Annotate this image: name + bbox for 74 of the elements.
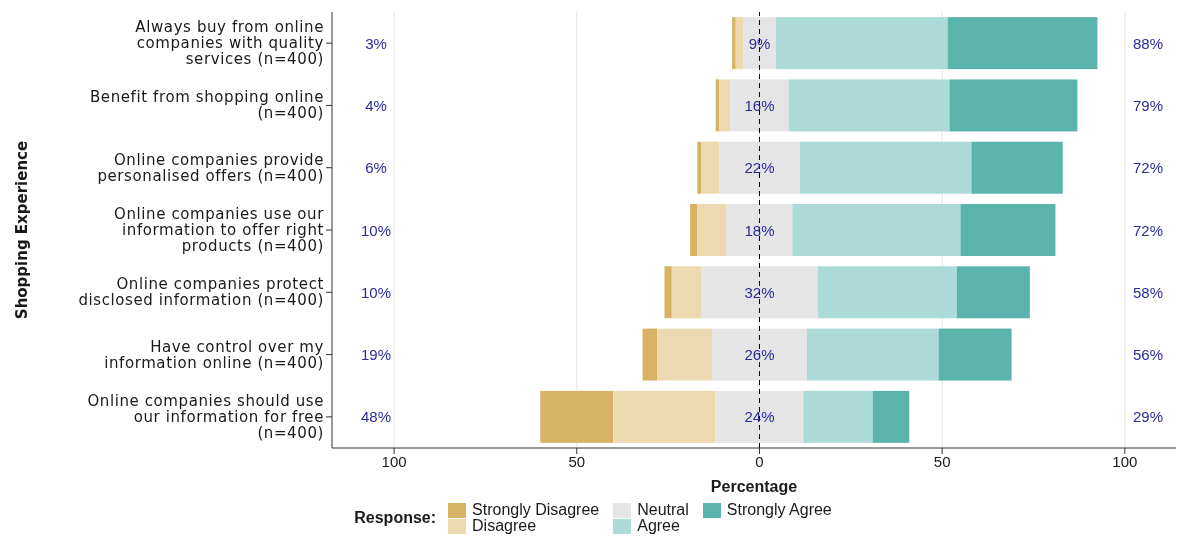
data-label: 24%: [744, 408, 775, 426]
bar: [788, 79, 950, 132]
bar: [947, 17, 1098, 70]
data-label: 22%: [744, 159, 775, 177]
bar: [540, 390, 614, 443]
y-tick-label: Have control over my information online (n=400): [104, 337, 324, 372]
bar: [949, 79, 1078, 132]
y-tick-label: Benefit from shopping online (n=400): [89, 88, 324, 123]
bar: [730, 79, 789, 132]
annotation: 6%: [365, 159, 387, 177]
legend-label: Strongly Disagree: [472, 501, 600, 518]
y-tick-label: Online companies provide personalised offers (n=400): [97, 150, 324, 185]
legend-label: Disagree: [472, 517, 537, 534]
legend-label: Strongly Agree: [726, 501, 832, 518]
bar: [711, 328, 807, 381]
bar: [806, 328, 939, 381]
bar: [735, 17, 744, 70]
annotation: 56%: [1132, 346, 1164, 364]
bar: [792, 204, 961, 256]
annotation: 10%: [360, 283, 392, 301]
y-tick-label: Online companies should use our information for free (n=400): [87, 391, 324, 442]
bar: [817, 266, 957, 319]
x-axis-title: Percentage: [710, 478, 798, 495]
x-tick-label: 0: [755, 452, 764, 470]
data-label: 26%: [744, 346, 775, 364]
bar: [697, 204, 727, 256]
bar: [719, 141, 800, 194]
legend-title: Response:: [354, 509, 437, 527]
annotation: 88%: [1132, 34, 1164, 52]
bar: [697, 141, 702, 194]
bar: [715, 390, 804, 443]
bar: [803, 390, 873, 443]
bar: [726, 204, 793, 256]
annotation: 72%: [1132, 221, 1164, 239]
data-label: 16%: [744, 96, 775, 114]
annotation: 48%: [360, 408, 392, 426]
annotation: 79%: [1132, 96, 1164, 114]
bar: [799, 141, 972, 194]
x-tick-label: 100: [1112, 452, 1138, 470]
bar: [775, 17, 948, 70]
annotation: 4%: [365, 96, 387, 114]
x-tick-label: 100: [381, 452, 407, 470]
bar: [971, 141, 1063, 194]
bar: [701, 266, 818, 319]
annotation: 19%: [360, 346, 392, 364]
annotation: 29%: [1132, 408, 1164, 426]
legend-label: Neutral: [637, 501, 689, 518]
y-tick-label: Online companies use our information to offer right products (n=400): [114, 205, 325, 255]
bar: [732, 17, 736, 70]
x-tick-label: 50: [568, 452, 586, 470]
bar: [872, 390, 910, 443]
bar: [642, 328, 658, 381]
annotation: 3%: [365, 34, 387, 52]
data-label: 9%: [748, 34, 771, 52]
legend-label: Agree: [637, 517, 680, 534]
data-label: 18%: [744, 221, 775, 239]
y-axis-title: Shopping Experience: [13, 140, 32, 320]
annotation: 58%: [1132, 283, 1164, 301]
bar: [938, 328, 1012, 381]
bar: [690, 204, 698, 256]
annotation: 72%: [1132, 159, 1164, 177]
data-label: 32%: [744, 283, 775, 301]
bar: [671, 266, 702, 319]
y-tick-label: Always buy from online companies with quality services (n=400): [135, 18, 324, 69]
bar: [664, 266, 672, 319]
bar: [701, 141, 720, 194]
bar: [956, 266, 1030, 319]
annotation: 10%: [360, 221, 392, 239]
bar: [719, 79, 731, 132]
bar: [657, 328, 712, 381]
bar: [960, 204, 1056, 256]
y-tick-label: Online companies protect disclosed information (n=400): [78, 275, 324, 310]
x-tick-label: 50: [933, 452, 951, 470]
bar: [613, 390, 716, 443]
